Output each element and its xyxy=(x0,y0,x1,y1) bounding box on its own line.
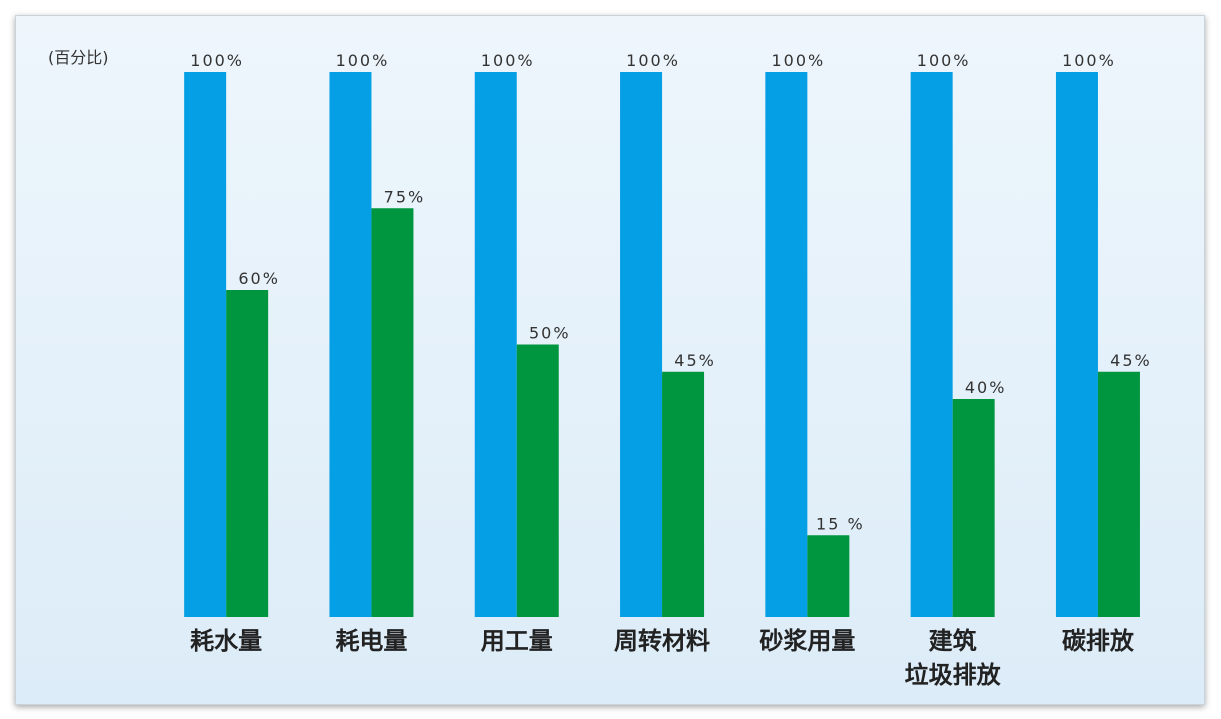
bar xyxy=(910,72,953,617)
value-label: 75% xyxy=(384,187,426,206)
value-label: 100% xyxy=(481,51,535,70)
x-tick-label: 砂浆用量 xyxy=(759,627,856,655)
value-label: 100% xyxy=(1062,51,1116,70)
bar xyxy=(329,72,372,617)
value-label: 50% xyxy=(529,324,571,343)
bar xyxy=(226,290,269,617)
bar xyxy=(952,399,995,617)
bar xyxy=(516,344,559,617)
bar xyxy=(765,72,808,617)
value-label: 100% xyxy=(190,51,244,70)
bar xyxy=(371,208,414,617)
x-tick-label: 用工量 xyxy=(480,627,553,655)
bar xyxy=(474,72,517,617)
value-label: 100% xyxy=(626,51,680,70)
bar xyxy=(1055,72,1098,617)
value-label: 40% xyxy=(965,378,1007,397)
x-tick-label: 周转材料 xyxy=(614,627,711,655)
value-label: 15 % xyxy=(816,514,865,533)
y-axis-label: (百分比) xyxy=(48,48,109,67)
x-tick-label: 建筑 垃圾排放 xyxy=(904,627,1001,689)
value-label: 100% xyxy=(917,51,971,70)
bar xyxy=(1097,371,1140,617)
x-tick-label: 耗水量 xyxy=(190,627,263,655)
value-label: 45% xyxy=(1110,351,1152,370)
bar xyxy=(184,72,227,617)
x-tick-label: 碳排放 xyxy=(1061,627,1134,655)
value-label: 45% xyxy=(674,351,716,370)
value-label: 100% xyxy=(336,51,390,70)
value-label: 60% xyxy=(238,269,280,288)
bar xyxy=(620,72,663,617)
bar xyxy=(662,371,705,617)
x-tick-label: 耗电量 xyxy=(335,627,408,655)
bar xyxy=(807,535,850,617)
value-label: 100% xyxy=(771,51,825,70)
